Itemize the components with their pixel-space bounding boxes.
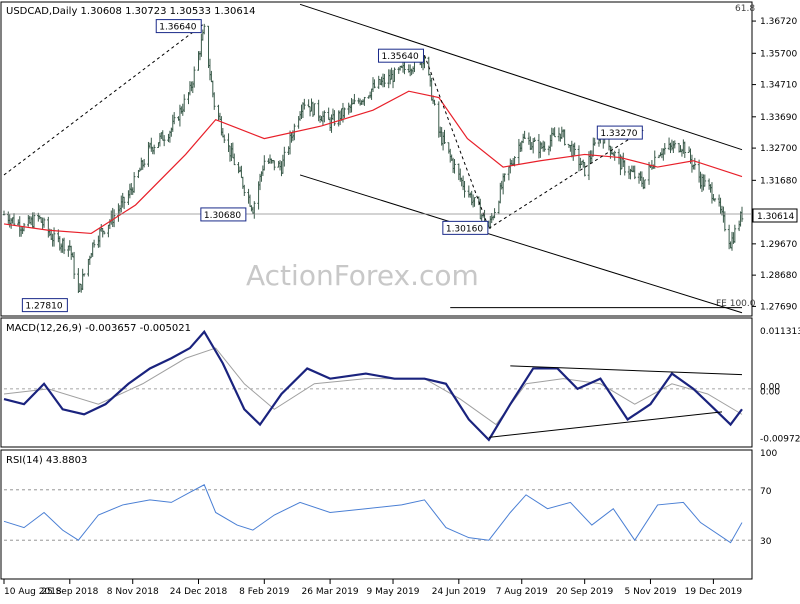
price-y-tick-label: 1.33690 bbox=[760, 113, 797, 123]
macd-main-line bbox=[3, 329, 743, 442]
last-price-badge bbox=[752, 208, 798, 223]
rsi-title: RSI(14) 43.8803 bbox=[6, 455, 87, 466]
price-y-tick-label: 1.35700 bbox=[760, 49, 797, 59]
price-y-tick-label: 1.27690 bbox=[760, 302, 797, 312]
x-tick-label: 24 Dec 2018 bbox=[170, 587, 228, 597]
level-annotation-label: 1.35640 bbox=[381, 52, 418, 62]
macd-support-line bbox=[488, 411, 723, 438]
x-tick-label: 9 May 2019 bbox=[367, 587, 420, 597]
channel-lower-line bbox=[299, 174, 743, 314]
x-tick-label: 25 Sep 2018 bbox=[41, 587, 98, 597]
x-tick-label: 8 Nov 2018 bbox=[107, 587, 159, 597]
price-y-tick-label: 1.28680 bbox=[760, 271, 797, 281]
macd-y-tick-label: 0.011313 bbox=[760, 327, 800, 337]
dashed-trend-line bbox=[488, 129, 644, 229]
rsi-line bbox=[3, 484, 743, 544]
macd-title: MACD(12,26,9) -0.003657 -0.005021 bbox=[6, 323, 191, 334]
x-tick-label: 10 Aug 2018 bbox=[4, 587, 62, 597]
price-header: USDCAD,Daily 1.30608 1.30723 1.30533 1.3… bbox=[6, 6, 256, 17]
dashed-trend-line bbox=[424, 55, 490, 229]
level-annotation-box bbox=[200, 207, 247, 222]
level-annotation-box bbox=[442, 220, 489, 235]
level-annotation-box bbox=[21, 298, 68, 313]
macd-panel-frame bbox=[0, 317, 753, 448]
moving-average-line bbox=[3, 90, 743, 235]
rsi-y-tick-label: 70 bbox=[760, 487, 772, 497]
rsi-panel-frame bbox=[0, 449, 753, 580]
x-tick-label: 20 Sep 2019 bbox=[556, 587, 613, 597]
rsi-plot bbox=[3, 484, 752, 544]
level-annotation-label: 1.36640 bbox=[159, 23, 196, 33]
watermark: ActionForex.com bbox=[246, 259, 479, 292]
x-tick-label: 5 Nov 2019 bbox=[625, 587, 677, 597]
level-annotation-label: 1.30160 bbox=[446, 224, 483, 234]
level-annotation-box bbox=[596, 125, 643, 140]
macd-plot bbox=[3, 329, 752, 442]
x-tick-label: 24 Jun 2019 bbox=[432, 587, 486, 597]
price-y-tick-label: 1.32700 bbox=[760, 144, 797, 154]
price-y-tick-label: 1.31680 bbox=[760, 176, 797, 186]
x-tick-label: 26 Mar 2019 bbox=[302, 587, 359, 597]
fib-level-label: 61.8 bbox=[735, 4, 755, 14]
macd-y-tick-label: 0.00 bbox=[760, 387, 780, 397]
channel-upper-line bbox=[299, 3, 743, 151]
level-annotation-label: 1.30680 bbox=[204, 211, 241, 221]
macd-resistance-line bbox=[510, 365, 743, 376]
x-tick-label: 8 Feb 2019 bbox=[239, 587, 290, 597]
price-y-tick-label: 1.29670 bbox=[760, 240, 797, 250]
price-y-tick-label: 1.34710 bbox=[760, 81, 797, 91]
macd-y-tick-label: 0.00 bbox=[760, 382, 780, 392]
x-tick-label: 7 Aug 2019 bbox=[496, 587, 548, 597]
fe-label: FE 100.0 bbox=[716, 299, 756, 309]
y-axes: 1.36720 1.35700 1.34710 1.33690 1.32700 1.316… bbox=[752, 17, 800, 547]
price-y-tick-label: 1.36720 bbox=[760, 17, 797, 27]
level-annotation-label: 1.27810 bbox=[25, 302, 62, 312]
price-plot: 1.36640 1.35640 1.33270 1.30680 1.30160 1.278… bbox=[2, 3, 752, 314]
level-annotation-label: 1.33270 bbox=[600, 129, 637, 139]
rsi-y-tick-label: 30 bbox=[760, 537, 772, 547]
level-annotation-box bbox=[155, 19, 202, 34]
rsi-y-tick-label: 100 bbox=[760, 449, 777, 459]
level-annotation-box bbox=[377, 48, 424, 63]
x-tick-label: 19 Dec 2019 bbox=[685, 587, 743, 597]
last-price-label: 1.30614 bbox=[757, 212, 794, 222]
macd-y-tick-label: -0.009729 bbox=[760, 434, 800, 444]
